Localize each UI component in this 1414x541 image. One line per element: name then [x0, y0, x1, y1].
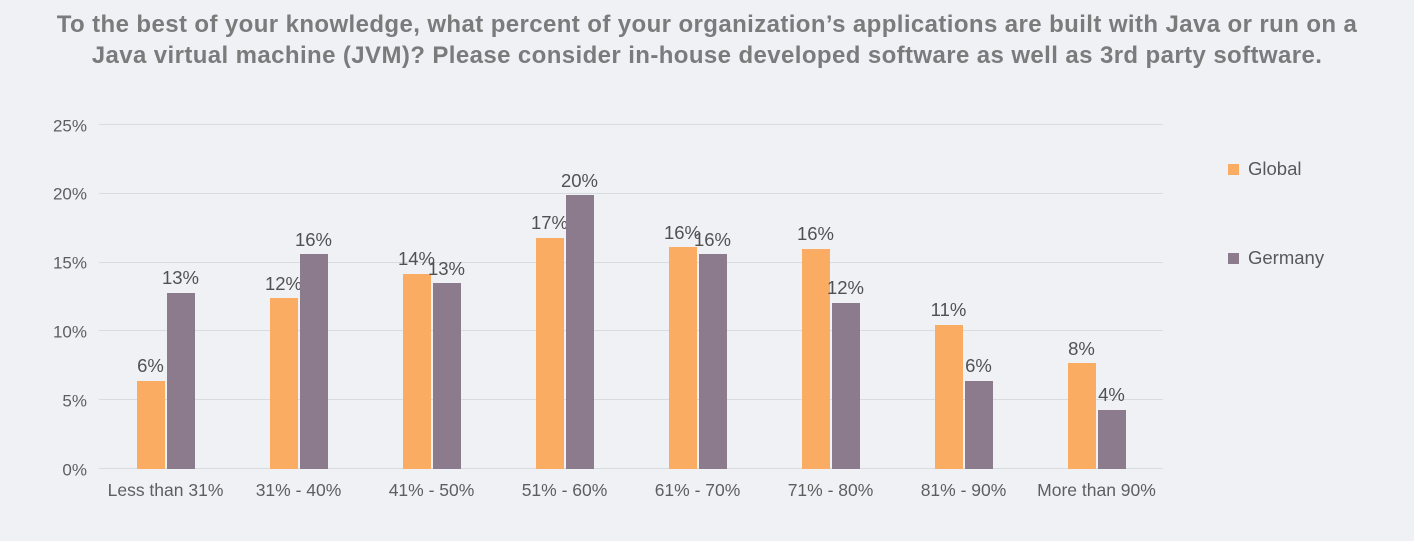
germany-bar-value-label: 4% [1098, 384, 1125, 406]
germany-bar: 13% [162, 269, 199, 469]
germany-bar-value-label: 20% [560, 169, 599, 191]
germany-bar: 6% [964, 357, 993, 469]
global-bar-value-label: 16% [796, 223, 835, 245]
x-axis-category-label: 61% - 70% [654, 480, 741, 500]
legend-item-germany: Germany [1228, 247, 1324, 269]
germany-bar: 16% [694, 230, 731, 469]
y-axis-tick-label: 15% [52, 253, 87, 273]
germany-bar-value-label: 13% [427, 257, 466, 279]
legend-marker-icon [1228, 252, 1239, 264]
germany-bar: 12% [827, 279, 864, 469]
x-axis-category-label: 71% - 80% [787, 480, 874, 500]
plot-area: 0% 5% 10% 15% 20% 25% 6% 13% Less than 31% 12% 16… [53, 117, 1163, 499]
legend-item-global: Global [1228, 158, 1324, 180]
gridline-0% [99, 468, 1163, 469]
y-axis-tick-label: 10% [52, 322, 87, 342]
germany-bar: 16% [295, 230, 332, 469]
gridline-25% [99, 124, 1163, 125]
germany-bar-value-label: 16% [693, 228, 732, 250]
bar-group: 16% 16% 61% - 70% [631, 125, 764, 498]
global-bar: 8% [1067, 339, 1096, 469]
chart-title-line-1: To the best of your knowledge, what perc… [56, 11, 1358, 38]
bar-group: 11% 6% 81% - 90% [897, 125, 1030, 499]
x-axis-category-label: Less than 31% [107, 480, 224, 500]
global-bar-value-label: 11% [930, 299, 967, 321]
legend-label: Germany [1248, 246, 1325, 268]
gridline-5% [99, 399, 1163, 401]
global-bar-value-label: 12% [264, 272, 303, 294]
global-bar: 16% [664, 223, 701, 469]
global-bar-value-label: 16% [663, 221, 702, 243]
global-bar-value-label: 17% [530, 212, 569, 234]
legend-label: Global [1248, 157, 1302, 179]
global-bar-value-label: 6% [137, 355, 164, 377]
x-axis-category-label: More than 90% [1037, 480, 1156, 500]
global-bar-value-label: 14% [397, 248, 436, 270]
global-bar: 6% [136, 357, 165, 469]
gridline-10% [99, 330, 1163, 332]
bar-groups-container: 6% 13% Less than 31% 12% 16% 31% - 40% 14% 13% 4… [99, 125, 1163, 499]
global-bar-value-label: 8% [1068, 337, 1095, 359]
y-axis-tick-label: 0% [62, 460, 87, 479]
x-axis-category-label: 81% - 90% [920, 480, 1007, 500]
x-axis-category-label: 41% - 50% [388, 480, 475, 500]
germany-bar-value-label: 12% [826, 277, 865, 299]
y-axis-tick-label: 25% [52, 116, 87, 135]
global-bar: 12% [265, 274, 302, 469]
chart-title: To the best of your knowledge, what perc… [0, 9, 1414, 71]
legend-marker-icon [1228, 163, 1239, 175]
y-axis-tick-label: 5% [62, 391, 87, 411]
germany-bar-value-label: 6% [965, 355, 992, 377]
germany-bar: 20% [561, 171, 598, 469]
chart-title-line-2: Java virtual machine (JVM)? Please consi… [91, 42, 1323, 69]
global-bar: 11% [931, 301, 966, 469]
bar-group: 12% 16% 31% - 40% [232, 125, 365, 498]
gridline-15% [99, 261, 1163, 263]
bar-group: 16% 12% 71% - 80% [764, 125, 897, 499]
germany-bar: 13% [428, 259, 465, 469]
gridline-20% [99, 192, 1163, 194]
global-bar: 16% [797, 225, 834, 469]
germany-bar: 4% [1097, 386, 1126, 469]
bar-group: 6% 13% Less than 31% [99, 125, 232, 499]
germany-bar-value-label: 13% [161, 267, 200, 289]
bar-group: 17% 20% 51% - 60% [498, 125, 631, 498]
global-bar: 17% [531, 214, 568, 469]
bar-group: 8% 4% More than 90% [1030, 125, 1163, 498]
bar-group: 14% 13% 41% - 50% [365, 125, 498, 499]
germany-bar-value-label: 16% [294, 228, 333, 250]
x-axis-category-label: 31% - 40% [255, 480, 342, 500]
global-bar: 14% [398, 250, 435, 469]
x-axis-category-label: 51% - 60% [521, 480, 608, 500]
legend: Global Germany [1228, 158, 1324, 336]
y-axis-tick-label: 20% [52, 184, 87, 204]
